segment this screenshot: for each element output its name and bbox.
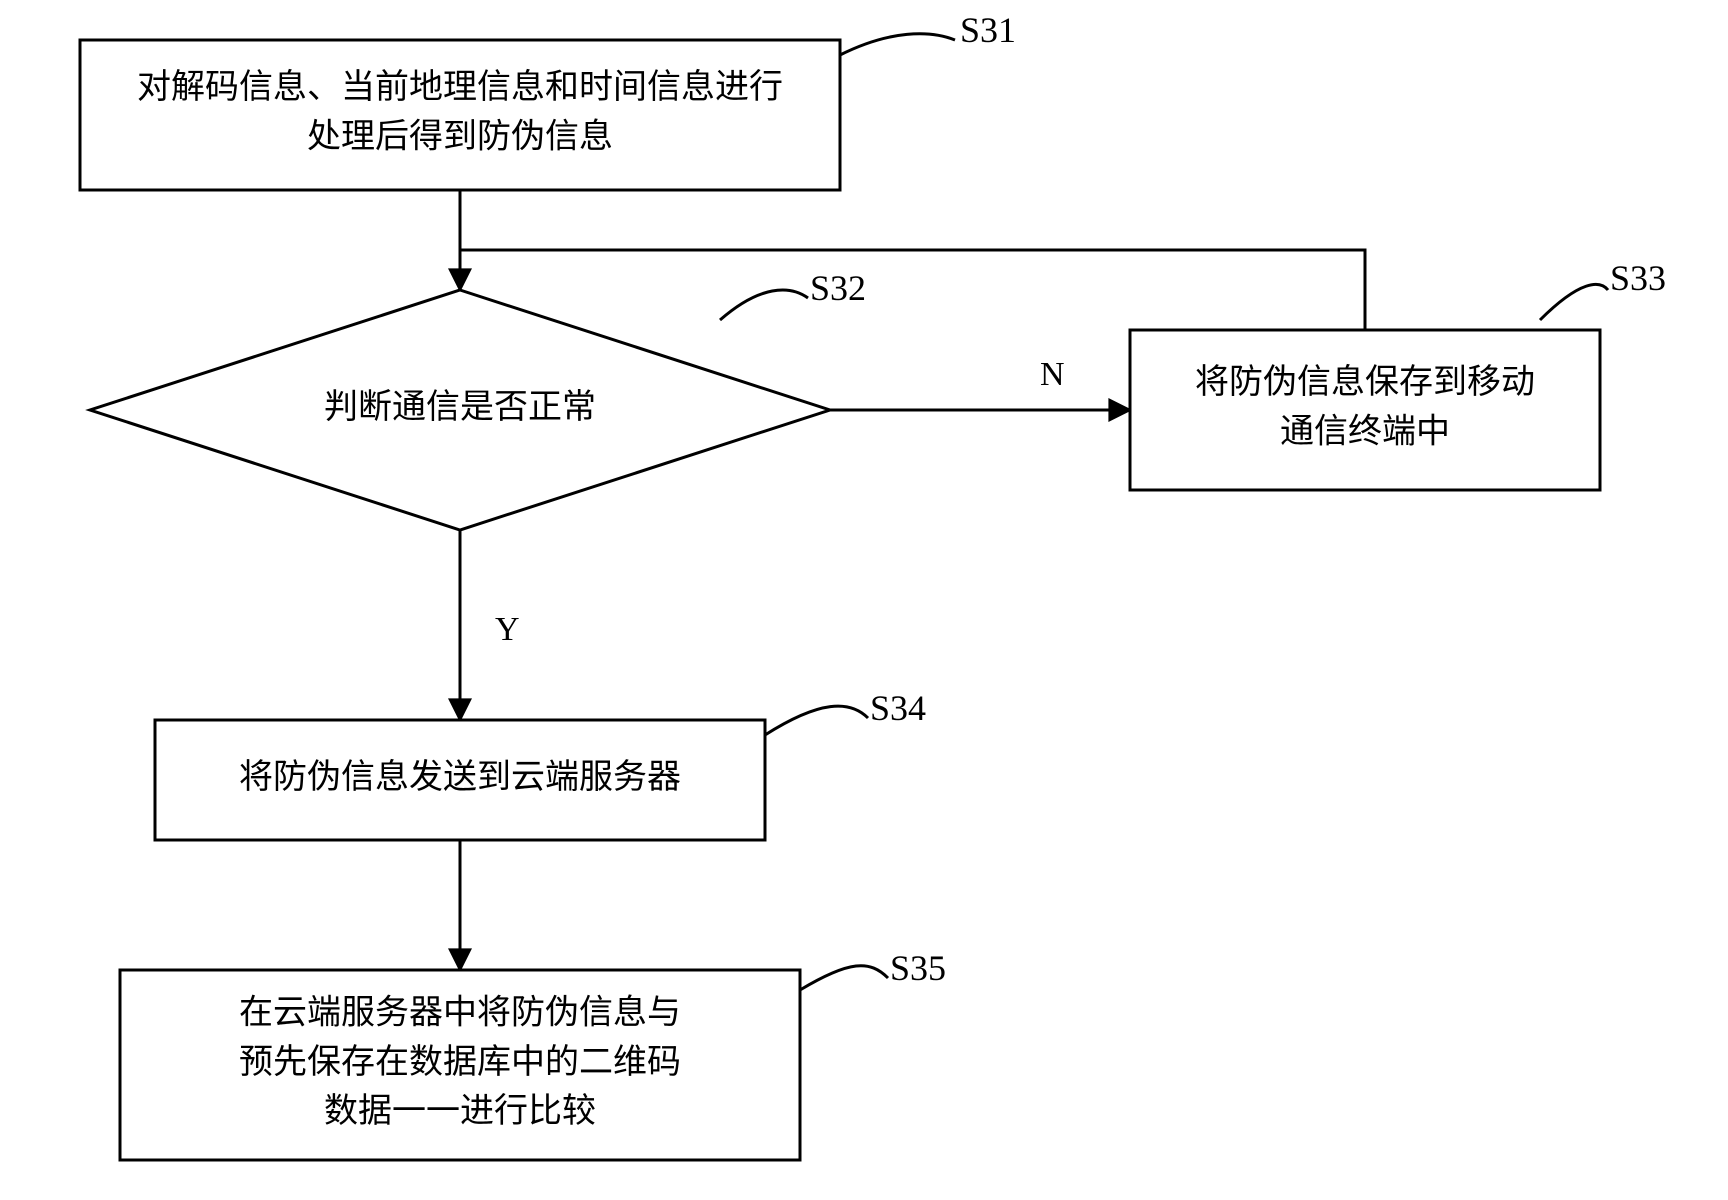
- node-s31-text-line-1: 处理后得到防伪信息: [307, 117, 613, 155]
- callout-s35: [800, 966, 888, 990]
- node-s35-text-line-1: 预先保存在数据库中的二维码: [239, 1043, 681, 1081]
- node-s35-text-line-2: 数据一一进行比较: [324, 1092, 596, 1130]
- node-s33-tag: S33: [1610, 258, 1666, 298]
- edges-layer: NY: [460, 190, 1365, 970]
- edge-label-s32-s33: N: [1040, 356, 1065, 393]
- callout-s32: [720, 290, 808, 320]
- node-s32-text-line-0: 判断通信是否正常: [324, 388, 596, 426]
- node-s32: 判断通信是否正常 S32: [90, 268, 866, 530]
- callout-s31: [840, 34, 955, 55]
- flowchart-canvas: NY对解码信息、当前地理信息和时间信息进行处理后得到防伪信息S31判断通信是否正…: [0, 0, 1728, 1200]
- edge-label-s32-s34: Y: [495, 611, 520, 648]
- node-s33-text-line-1: 通信终端中: [1280, 412, 1450, 450]
- callout-s33: [1540, 284, 1608, 320]
- node-s34-text-line-0: 将防伪信息发送到云端服务器: [239, 758, 681, 796]
- node-s31: 对解码信息、当前地理信息和时间信息进行处理后得到防伪信息 S31: [80, 10, 1016, 190]
- callouts-layer: [720, 34, 1608, 990]
- node-s35: 在云端服务器中将防伪信息与预先保存在数据库中的二维码数据一一进行比较 S35: [120, 948, 946, 1160]
- callout-s34: [765, 706, 868, 735]
- node-s34-tag: S34: [870, 688, 926, 728]
- node-s33-text-line-0: 将防伪信息保存到移动: [1195, 363, 1535, 401]
- node-s32-tag: S32: [810, 268, 866, 308]
- node-s35-text-line-0: 在云端服务器中将防伪信息与: [239, 993, 681, 1031]
- edge-s33-back: [460, 250, 1365, 330]
- node-s31-box: [80, 40, 840, 190]
- node-s35-tag: S35: [890, 948, 946, 988]
- node-s31-tag: S31: [960, 10, 1016, 50]
- node-s33-box: [1130, 330, 1600, 490]
- node-s33: 将防伪信息保存到移动通信终端中 S33: [1130, 258, 1666, 490]
- node-s31-text-line-0: 对解码信息、当前地理信息和时间信息进行: [137, 68, 783, 106]
- nodes-layer: 对解码信息、当前地理信息和时间信息进行处理后得到防伪信息 S31 判断通信是否正常 S…: [80, 10, 1666, 1160]
